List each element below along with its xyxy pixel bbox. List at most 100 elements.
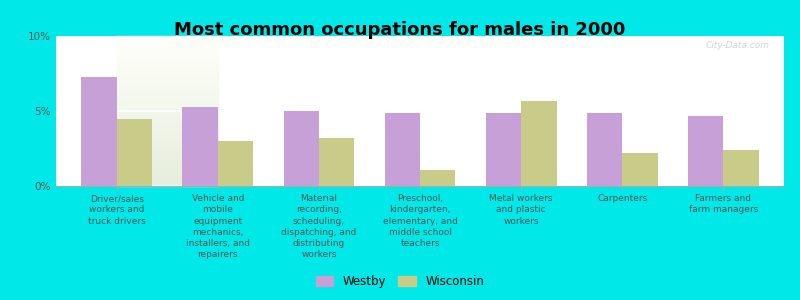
Bar — [117, 142, 218, 143]
Bar — [117, 153, 218, 154]
Bar — [82, 76, 117, 186]
Bar — [117, 179, 218, 180]
Bar — [117, 130, 218, 131]
Bar — [117, 70, 218, 71]
Bar — [117, 182, 218, 183]
Bar — [117, 63, 218, 64]
Bar — [420, 169, 455, 186]
Bar — [486, 112, 521, 186]
Bar — [117, 62, 218, 63]
Bar — [117, 72, 218, 73]
Bar — [117, 124, 218, 125]
Bar — [117, 160, 218, 161]
Bar — [117, 69, 218, 70]
Bar — [117, 155, 218, 156]
Bar — [117, 81, 218, 82]
Bar — [117, 176, 218, 177]
Bar — [117, 185, 218, 186]
Bar — [117, 127, 218, 128]
Bar — [117, 88, 218, 89]
Bar — [117, 132, 218, 133]
Bar — [117, 172, 218, 173]
Bar — [117, 71, 218, 72]
Bar — [117, 145, 218, 146]
Bar — [117, 79, 218, 80]
Bar — [117, 149, 218, 150]
Bar — [117, 167, 218, 168]
Bar — [117, 169, 218, 170]
Bar — [587, 112, 622, 186]
Bar — [117, 105, 218, 106]
Bar — [117, 150, 218, 151]
Bar — [117, 47, 218, 48]
Bar — [117, 99, 218, 100]
Bar — [117, 137, 218, 138]
Bar — [117, 53, 218, 54]
Bar — [117, 171, 218, 172]
Bar — [117, 162, 218, 163]
Bar — [117, 90, 218, 91]
Bar — [117, 133, 218, 134]
Bar — [117, 157, 218, 158]
Bar — [117, 98, 218, 99]
Bar — [117, 37, 218, 38]
Bar — [117, 158, 218, 159]
Bar — [117, 113, 218, 114]
Bar — [117, 75, 218, 76]
Bar — [117, 38, 218, 39]
Bar — [117, 101, 218, 102]
Bar — [117, 102, 218, 103]
Bar — [117, 118, 218, 119]
Bar — [117, 154, 218, 155]
Bar — [117, 39, 218, 40]
Text: City-Data.com: City-Data.com — [706, 40, 770, 50]
Bar — [117, 140, 218, 141]
Bar — [117, 65, 218, 66]
Bar — [117, 112, 218, 113]
Bar — [117, 66, 218, 67]
Bar — [117, 103, 218, 104]
Bar — [117, 126, 218, 127]
Bar — [117, 45, 218, 46]
Bar — [117, 108, 218, 109]
Bar — [117, 128, 218, 129]
Bar — [117, 181, 218, 182]
Bar — [117, 80, 218, 81]
Bar — [117, 125, 218, 126]
Legend: Westby, Wisconsin: Westby, Wisconsin — [316, 275, 484, 288]
Bar — [283, 111, 319, 186]
Bar — [117, 165, 218, 166]
Bar — [218, 141, 253, 186]
Bar — [117, 114, 218, 115]
Bar — [117, 67, 218, 68]
Bar — [117, 118, 152, 186]
Bar — [117, 156, 218, 157]
Bar — [117, 152, 218, 153]
Bar — [117, 135, 218, 136]
Bar — [117, 115, 218, 116]
Bar — [117, 40, 218, 41]
Bar — [117, 139, 218, 140]
Bar — [117, 96, 218, 97]
Bar — [117, 61, 218, 62]
Bar — [117, 44, 218, 45]
Bar — [117, 77, 218, 78]
Bar — [117, 123, 218, 124]
Bar — [117, 59, 218, 60]
Bar — [117, 78, 218, 79]
Bar — [521, 100, 557, 186]
Bar — [117, 48, 218, 49]
Bar — [117, 163, 218, 164]
Bar — [117, 104, 218, 105]
Bar — [117, 100, 218, 101]
Bar — [117, 136, 218, 137]
Bar — [117, 73, 218, 74]
Bar — [117, 100, 218, 101]
Bar — [117, 117, 218, 118]
Bar — [117, 58, 218, 59]
Bar — [117, 169, 218, 170]
Bar — [117, 76, 218, 77]
Bar — [117, 170, 218, 171]
Bar — [117, 84, 218, 85]
Bar — [117, 184, 218, 185]
